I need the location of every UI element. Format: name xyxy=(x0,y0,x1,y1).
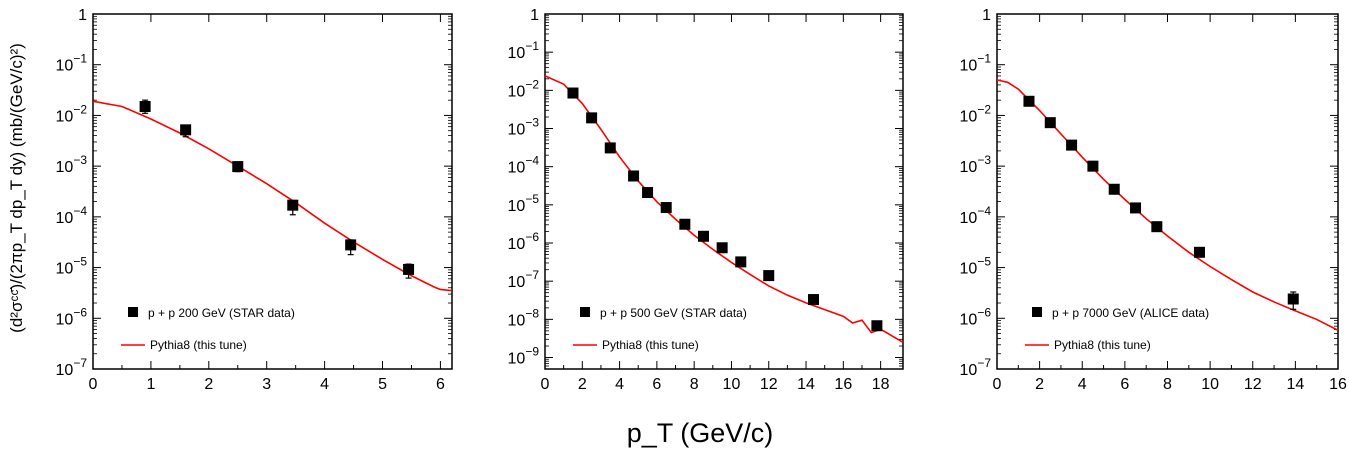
data-point xyxy=(808,294,819,306)
data-point xyxy=(763,270,775,282)
data-point xyxy=(1151,221,1163,233)
legend-data-marker xyxy=(1032,307,1042,317)
data-point xyxy=(1193,246,1205,258)
data-point xyxy=(1023,95,1035,107)
x-tick-label: 18 xyxy=(872,376,890,393)
legend-data-marker xyxy=(580,307,590,317)
y-tick-label: 10−8 xyxy=(508,306,540,329)
x-tick-label: 16 xyxy=(1329,376,1347,393)
x-tick-label: 10 xyxy=(1201,376,1219,393)
x-tick-label: 6 xyxy=(1120,376,1129,393)
y-tick-label: 10−2 xyxy=(56,102,88,125)
data-point xyxy=(287,199,299,211)
data-point xyxy=(660,202,672,214)
y-tick-label: 10−7 xyxy=(56,356,88,379)
y-tick-label: 10−4 xyxy=(960,204,992,227)
y-tick-label: 10−3 xyxy=(508,116,540,139)
data-point xyxy=(345,239,357,251)
y-tick-label: 10−7 xyxy=(960,356,992,379)
y-tick-label: 10−2 xyxy=(508,77,540,100)
x-tick-label: 0 xyxy=(89,376,98,393)
data-point xyxy=(1087,160,1099,172)
data-point xyxy=(697,230,709,242)
legend-line-label: Pythia8 (this tune) xyxy=(1054,338,1151,352)
data-point xyxy=(716,242,728,254)
x-tick-label: 12 xyxy=(1244,376,1262,393)
x-tick-label: 12 xyxy=(760,376,778,393)
x-axis-title: p_T (GeV/c) xyxy=(627,418,774,448)
y-tick-label: 1 xyxy=(982,7,991,24)
y-tick-label: 10−4 xyxy=(56,204,88,227)
chart-panel-3: 0 2 4 6 8 10 12 14 16 10−7 10−6 10−5 10−4 10−3 10−2 10−… xyxy=(960,7,1347,393)
y-tick-label: 10−6 xyxy=(508,230,540,253)
x-tick-label: 14 xyxy=(1286,376,1304,393)
y-tick-label: 10−1 xyxy=(56,52,88,75)
data-point xyxy=(735,256,747,268)
data-point xyxy=(1108,183,1120,195)
data-point xyxy=(679,218,691,230)
x-tick-label: 8 xyxy=(690,376,699,393)
legend-data-label: p + p 7000 GeV (ALICE data) xyxy=(1052,306,1209,320)
legend-data-label: p + p 500 GeV (STAR data) xyxy=(600,306,747,320)
y-axis-title: (d²σᶜᶜ̄)/(2πp_T dp_T dy) (mb/(GeV/c)²) xyxy=(7,43,26,333)
x-tick-label: 6 xyxy=(436,376,445,393)
x-tick-label: 0 xyxy=(541,376,550,393)
y-tick-label: 1 xyxy=(78,7,87,24)
chart-panel-1: 0 1 2 3 4 5 6 10−7 10−6 10−5 10−4 10−3 10−2 10−1 1 p + … xyxy=(56,7,453,393)
x-tick-label: 2 xyxy=(578,376,587,393)
x-tick-label: 5 xyxy=(378,376,387,393)
plot-frame xyxy=(544,13,904,370)
x-tick-label: 16 xyxy=(834,376,852,393)
x-tick-label: 4 xyxy=(320,376,329,393)
y-tick-label: 10−3 xyxy=(56,153,88,176)
data-point xyxy=(1066,139,1078,151)
data-point xyxy=(1287,293,1299,305)
x-tick-label: 3 xyxy=(262,376,271,393)
x-tick-label: 8 xyxy=(1163,376,1172,393)
y-tick-label: 10−1 xyxy=(960,52,992,75)
data-point xyxy=(139,100,151,112)
pythia8-curve xyxy=(93,100,452,292)
x-tick-label: 0 xyxy=(993,376,1002,393)
data-point xyxy=(403,263,415,275)
y-tick-label: 10−9 xyxy=(508,345,540,368)
data-point xyxy=(586,112,598,124)
x-tick-label: 6 xyxy=(652,376,661,393)
data-point xyxy=(232,161,244,173)
data-point xyxy=(1130,202,1142,214)
data-point xyxy=(628,170,640,182)
y-tick-label: 10−5 xyxy=(56,255,88,278)
y-tick-label: 10−6 xyxy=(960,305,992,328)
legend-data-label: p + p 200 GeV (STAR data) xyxy=(148,306,295,320)
x-tick-label: 4 xyxy=(1078,376,1087,393)
x-tick-label: 4 xyxy=(615,376,624,393)
legend-data-marker xyxy=(128,307,138,317)
y-tick-label: 1 xyxy=(530,7,539,24)
plot-frame xyxy=(92,13,453,370)
data-point xyxy=(871,320,883,332)
y-tick-label: 10−6 xyxy=(56,305,88,328)
x-tick-label: 14 xyxy=(797,376,815,393)
y-tick-label: 10−5 xyxy=(508,192,540,215)
chart-panel-2: 0 2 4 6 8 10 12 14 16 18 10−9 10−8 10−7 10−6 10−5 10−4 1… xyxy=(508,7,904,393)
data-point xyxy=(1044,117,1056,129)
pythia8-curve xyxy=(545,75,903,344)
x-tick-label: 1 xyxy=(146,376,155,393)
legend-line-label: Pythia8 (this tune) xyxy=(602,338,699,352)
x-tick-label: 10 xyxy=(723,376,741,393)
y-tick-label: 10−2 xyxy=(960,102,992,125)
data-point xyxy=(567,87,579,99)
x-tick-label: 2 xyxy=(1035,376,1044,393)
y-tick-label: 10−4 xyxy=(508,154,540,177)
y-tick-label: 10−1 xyxy=(508,39,540,62)
y-tick-label: 10−5 xyxy=(960,255,992,278)
data-point xyxy=(604,142,616,154)
data-point xyxy=(180,124,192,136)
y-tick-label: 10−3 xyxy=(960,153,992,176)
x-tick-label: 2 xyxy=(204,376,213,393)
legend-line-label: Pythia8 (this tune) xyxy=(150,338,247,352)
data-point xyxy=(642,187,654,199)
y-tick-label: 10−7 xyxy=(508,268,540,291)
